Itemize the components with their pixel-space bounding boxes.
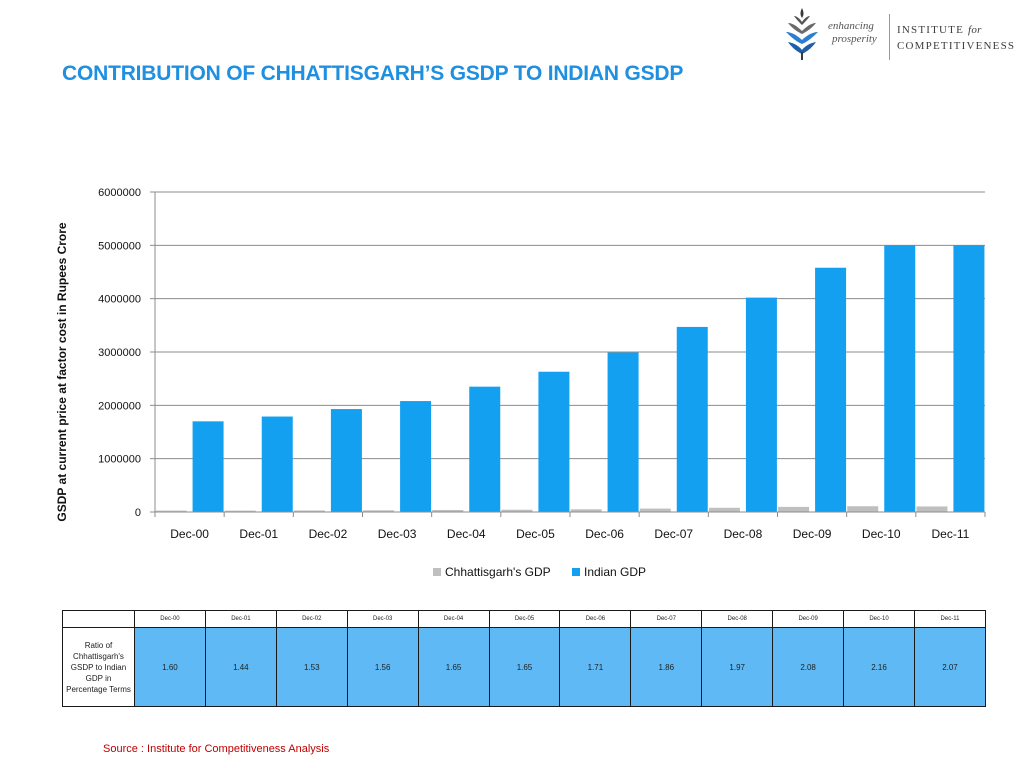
bar-chhattisgarh-gdp	[847, 506, 879, 512]
bar-chhattisgarh-gdp	[639, 508, 671, 512]
ratio-table-value-cell: 1.60	[134, 627, 206, 707]
bar-indian-gdp	[330, 409, 362, 512]
y-tick-label: 4000000	[98, 294, 141, 306]
ratio-table-value-cell: 1.56	[346, 627, 419, 707]
bar-chhattisgarh-gdp	[778, 506, 810, 512]
bar-indian-gdp	[745, 297, 777, 512]
ratio-table-header-cell: Dec-02	[275, 610, 348, 628]
x-tick-label: Dec-03	[378, 527, 417, 541]
x-tick-label: Dec-00	[170, 527, 209, 541]
logo-name-line-2: COMPETITIVENESS	[897, 40, 1016, 52]
chart-bars	[155, 245, 985, 512]
ratio-table-value-cell: 2.08	[772, 627, 845, 707]
bar-chhattisgarh-gdp	[224, 510, 256, 512]
ratio-table-header-cell: Dec-11	[913, 610, 987, 628]
logo-name-line-1: INSTITUTE	[897, 24, 965, 36]
bar-chhattisgarh-gdp	[708, 507, 740, 512]
y-tick-label: 0	[135, 507, 141, 519]
bar-indian-gdp	[953, 245, 985, 512]
chart-gridlines	[155, 191, 985, 513]
institute-logo: enhancing prosperity INSTITUTE for COMPE…	[776, 4, 1016, 64]
ratio-table-value-cell: 1.97	[701, 627, 774, 707]
plant-logo-icon	[786, 8, 818, 60]
x-tick-label: Dec-02	[309, 527, 348, 541]
y-tick-label: 2000000	[98, 400, 141, 412]
ratio-table: Dec-00 Dec-01 Dec-02 Dec-03 Dec-04 Dec-05 Dec-…	[62, 610, 987, 707]
ratio-table-header-cell: Dec-03	[346, 610, 419, 628]
ratio-table-header-cell: Dec-09	[772, 610, 845, 628]
y-axis-label: GSDP at current price at factor cost in …	[55, 222, 69, 522]
ratio-table-value-cell: 1.53	[275, 627, 348, 707]
bar-chhattisgarh-gdp	[363, 510, 395, 512]
x-tick-label: Dec-06	[585, 527, 624, 541]
x-tick-label: Dec-09	[793, 527, 832, 541]
ratio-table-header-cell: Dec-05	[488, 610, 561, 628]
bar-indian-gdp	[261, 416, 293, 512]
logo-tagline-line-1: enhancing	[828, 20, 874, 32]
ratio-table-header-cell: Dec-01	[204, 610, 277, 628]
ratio-table-value-cell: 2.16	[843, 627, 915, 707]
ratio-table-value-cell: 1.71	[559, 627, 632, 707]
x-tick-label: Dec-08	[724, 527, 763, 541]
slide-title: CONTRIBUTION OF CHHATTISGARH’S GSDP TO I…	[62, 62, 684, 85]
x-tick-label: Dec-11	[932, 527, 970, 541]
x-tick-label: Dec-10	[862, 527, 901, 541]
y-tick-label: 3000000	[98, 347, 141, 359]
x-tick-label: Dec-04	[447, 527, 486, 541]
y-tick-label: 6000000	[98, 187, 141, 199]
y-tick-label: 1000000	[98, 454, 141, 466]
x-tick-label: Dec-07	[654, 527, 693, 541]
bar-indian-gdp	[676, 326, 708, 512]
ratio-table-value-cell: 1.44	[204, 627, 277, 707]
legend-label: Chhattisgarh's GDP	[445, 565, 551, 579]
x-tick-label: Dec-01	[239, 527, 278, 541]
source-note: Source : Institute for Competitiveness A…	[103, 743, 330, 755]
ratio-table-value-cell: 1.65	[417, 627, 490, 707]
legend-swatch	[433, 568, 441, 576]
ratio-table-corner-cell	[62, 610, 135, 628]
logo-tagline-line-2: prosperity	[832, 33, 877, 45]
bar-indian-gdp	[607, 352, 639, 512]
bar-indian-gdp	[192, 421, 224, 512]
bar-chhattisgarh-gdp	[570, 509, 602, 512]
logo-wordmark: INSTITUTE for COMPETITIVENESS	[897, 22, 1015, 54]
ratio-table-header-cell: Dec-00	[134, 610, 206, 628]
ratio-table-row-label: Ratio of Chhattisgarh's GSDP to Indian G…	[62, 627, 135, 707]
ratio-table-header-cell: Dec-07	[630, 610, 703, 628]
ratio-table-value-cell: 1.65	[488, 627, 561, 707]
ratio-table-header-cell: Dec-06	[559, 610, 632, 628]
legend-swatch	[572, 568, 580, 576]
bar-chhattisgarh-gdp	[155, 510, 187, 512]
bar-indian-gdp	[884, 245, 916, 512]
chart-legend: Chhattisgarh's GDP Indian GDP	[433, 565, 646, 579]
bar-indian-gdp	[400, 401, 432, 512]
bar-chhattisgarh-gdp	[432, 509, 464, 512]
y-tick-label: 5000000	[98, 240, 141, 252]
bar-chhattisgarh-gdp	[501, 509, 533, 512]
bar-chhattisgarh-gdp	[293, 510, 325, 512]
ratio-table-value-row: Ratio of Chhattisgarh's GSDP to Indian G…	[62, 627, 987, 707]
bar-indian-gdp	[469, 386, 501, 512]
bar-indian-gdp	[815, 267, 847, 512]
logo-divider	[889, 14, 890, 60]
ratio-table-value-cell: 1.86	[630, 627, 703, 707]
ratio-table-header-row: Dec-00 Dec-01 Dec-02 Dec-03 Dec-04 Dec-05 Dec-…	[62, 610, 987, 628]
ratio-table-header-cell: Dec-10	[843, 610, 915, 628]
ratio-table-header-cell: Dec-04	[417, 610, 490, 628]
bar-indian-gdp	[538, 371, 570, 512]
logo-name-for: for	[967, 24, 982, 36]
chart-axes: 0 1000000 2000000 3000000 4000000 5000000 6000…	[98, 187, 986, 541]
bar-chhattisgarh-gdp	[916, 506, 948, 512]
ratio-table-value-cell: 2.07	[913, 627, 987, 707]
gsdp-bar-chart: 0 1000000 2000000 3000000 4000000 5000000 6000…	[55, 187, 986, 579]
x-tick-label: Dec-05	[516, 527, 555, 541]
ratio-table-header-cell: Dec-08	[701, 610, 774, 628]
legend-label: Indian GDP	[584, 565, 646, 579]
logo-tagline: enhancing prosperity	[828, 20, 877, 46]
